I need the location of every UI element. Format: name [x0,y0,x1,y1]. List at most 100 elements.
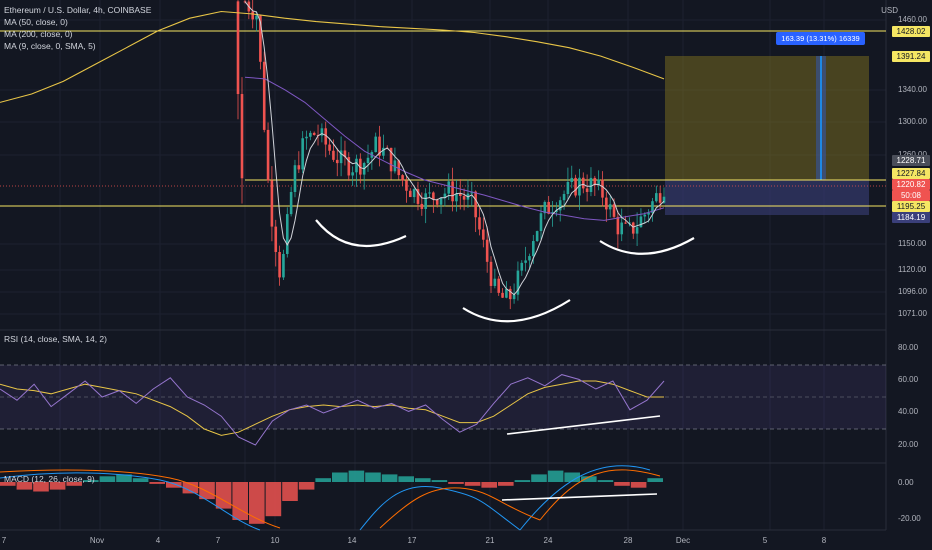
candle[interactable] [408,188,412,198]
candle[interactable] [597,170,600,191]
candle[interactable] [416,181,420,211]
candle[interactable] [458,179,462,210]
candle[interactable] [505,281,508,299]
candle[interactable] [547,196,550,215]
candle[interactable] [240,77,244,204]
candle[interactable] [389,147,393,180]
candle[interactable] [635,212,639,246]
candle[interactable] [424,188,427,224]
ma200-legend[interactable]: MA (200, close, 0) [4,29,73,39]
candle[interactable] [432,191,435,213]
candle[interactable] [570,165,574,189]
right-shoulder-arc[interactable] [599,237,695,255]
candle[interactable] [293,159,297,198]
candle[interactable] [558,196,562,222]
candle[interactable] [485,226,489,273]
candle[interactable] [401,174,404,187]
candle[interactable] [328,137,331,155]
candle[interactable] [366,144,370,172]
candle[interactable] [535,230,539,242]
candle[interactable] [420,192,424,216]
candle[interactable] [589,167,593,197]
candle[interactable] [312,131,316,136]
candle[interactable] [270,166,274,242]
candle[interactable] [608,196,612,218]
candle[interactable] [628,217,631,227]
candle[interactable] [601,171,604,207]
candle[interactable] [631,221,635,239]
candle[interactable] [539,206,543,240]
candle[interactable] [620,208,624,242]
symbol-title[interactable]: Ethereum / U.S. Dollar, 4h, COINBASE [4,5,152,15]
macd-divergence-line[interactable] [501,493,658,501]
left-shoulder-arc[interactable] [315,219,407,248]
candle[interactable] [543,200,547,220]
long-position-stop-zone[interactable] [665,180,869,215]
candle[interactable] [393,147,397,174]
candle[interactable] [289,186,293,217]
candle[interactable] [343,140,347,166]
candle[interactable] [405,176,408,203]
candle[interactable] [524,246,527,272]
candle[interactable] [301,131,304,173]
candle[interactable] [578,168,581,211]
candle[interactable] [470,181,474,207]
head-arc[interactable] [462,299,571,323]
candle[interactable] [516,261,520,301]
candle[interactable] [359,153,362,184]
candle[interactable] [266,122,270,184]
candle[interactable] [651,197,654,222]
candle[interactable] [451,167,454,212]
candle[interactable] [309,130,312,141]
candle[interactable] [489,256,493,294]
candle[interactable] [512,283,516,304]
candle[interactable] [262,51,266,133]
candle[interactable] [462,188,466,211]
candle[interactable] [439,197,443,214]
candle[interactable] [520,260,524,276]
candle[interactable] [412,187,416,204]
candle[interactable] [493,268,497,289]
candle[interactable] [324,121,328,158]
candle[interactable] [482,217,485,248]
candle[interactable] [397,159,401,180]
candle[interactable] [585,174,589,202]
long-position-target-zone[interactable] [665,56,869,180]
ma50-legend[interactable]: MA (50, close, 0) [4,17,68,27]
rsi-legend[interactable]: RSI (14, close, SMA, 14, 2) [4,334,107,344]
macd-legend[interactable]: MACD (12, 26, close, 9) [4,474,95,484]
candle[interactable] [428,182,431,198]
candle[interactable] [528,253,531,268]
candle[interactable] [339,136,343,177]
candle[interactable] [374,132,377,153]
candle[interactable] [378,125,381,167]
candle[interactable] [581,172,585,194]
candle[interactable] [497,276,501,296]
candle[interactable] [382,134,385,160]
candle[interactable] [335,148,339,177]
candle[interactable] [251,0,254,29]
candle[interactable] [474,190,477,233]
candle[interactable] [501,288,504,299]
candle[interactable] [355,154,358,187]
ma9-legend[interactable]: MA (9, close, 0, SMA, 5) [4,41,96,51]
rsi-divergence-line[interactable] [506,415,661,435]
candle[interactable] [305,130,308,150]
candle[interactable] [643,212,647,224]
candle[interactable] [655,185,658,203]
candle[interactable] [285,207,289,258]
candle[interactable] [282,249,285,281]
candle[interactable] [574,174,577,198]
candle[interactable] [593,175,597,196]
candle[interactable] [616,211,620,249]
candle[interactable] [443,187,447,207]
candle[interactable] [455,179,458,212]
candle[interactable] [347,152,351,181]
candle[interactable] [605,191,608,222]
candle[interactable] [236,0,240,120]
candle[interactable] [274,219,278,267]
candle[interactable] [566,167,570,200]
candle[interactable] [508,286,512,310]
candle[interactable] [478,207,481,236]
